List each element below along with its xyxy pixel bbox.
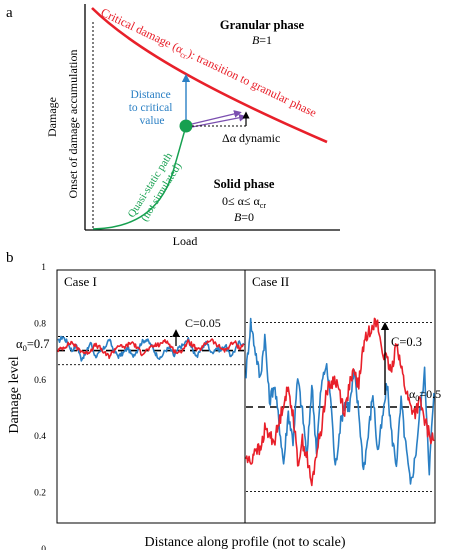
solid-title: Solid phase — [214, 177, 275, 191]
solid-range: 0≤ α≤ αcr — [222, 194, 266, 210]
onset-label: Onset of damage accumulation — [66, 50, 80, 199]
dynamic-arrow-1 — [191, 110, 242, 125]
delta-label: Δα dynamic — [222, 131, 280, 145]
granular-title: Granular phase — [220, 18, 305, 32]
solid-b: B=0 — [234, 210, 254, 224]
critical-damage-curve — [91, 7, 328, 144]
current-state-point — [179, 119, 193, 133]
quasi-static-label: Quasi-static path(not simulated) — [126, 150, 187, 227]
y-tick-label: 0.4 — [34, 432, 46, 442]
case2-alpha-label: α0=0.5 — [409, 387, 441, 403]
dynamic-arrow-2 — [191, 113, 247, 128]
red-series-1 — [57, 338, 245, 360]
panel-b-ylabel: Damage level — [7, 356, 22, 433]
y-tick-label: 1 — [41, 263, 46, 273]
distance-label: Distance to critical value — [129, 89, 176, 127]
case2-c-label: C=0.3 — [391, 335, 422, 349]
y-tick-labels: 0 0.2 0.4 0.6 0.8 1 — [34, 263, 46, 550]
panel-b-label: b — [6, 250, 14, 266]
series-layer — [57, 317, 435, 487]
panel-a-xlabel: Load — [173, 234, 198, 248]
blue-series-1 — [57, 335, 245, 362]
granular-b: B=1 — [252, 33, 272, 47]
red-series-2 — [245, 317, 435, 487]
y-tick-label: 0 — [41, 545, 46, 550]
y-tick-label: 0.8 — [34, 319, 46, 329]
panel-a-ylabel: Damage — [45, 97, 59, 137]
case1-c-label: C=0.05 — [185, 316, 221, 330]
case2-title: Case II — [252, 274, 289, 289]
panel-a: a Damage Load Onset of damage accumulati… — [6, 4, 340, 248]
case1-title: Case I — [64, 274, 97, 289]
case1-alpha-label: α0=0.7 — [16, 337, 50, 353]
panel-b: b Damage level Distance along profile (n… — [6, 250, 441, 550]
blue-series-2 — [245, 317, 435, 485]
y-tick-label: 0.2 — [34, 489, 46, 499]
panel-a-label: a — [6, 5, 13, 21]
panel-b-frame — [56, 269, 436, 524]
case1-bounds — [58, 336, 244, 366]
panel-b-xlabel: Distance along profile (not to scale) — [145, 535, 346, 550]
quasi-static-path — [92, 125, 187, 230]
y-tick-label: 0.6 — [34, 376, 46, 386]
